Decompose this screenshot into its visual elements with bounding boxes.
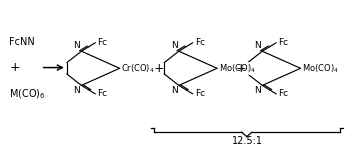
Text: Fc: Fc: [278, 38, 288, 47]
Text: N: N: [73, 42, 80, 51]
Text: N: N: [73, 86, 80, 95]
Text: Fc: Fc: [278, 89, 288, 98]
Text: Fc: Fc: [195, 38, 205, 47]
Text: N: N: [171, 86, 177, 95]
Text: N: N: [254, 42, 261, 51]
Text: 12.5:1: 12.5:1: [232, 136, 263, 146]
Text: Cr(CO)$_4$: Cr(CO)$_4$: [121, 62, 155, 75]
Text: Fc: Fc: [97, 89, 107, 98]
Text: Mo(CO)$_4$: Mo(CO)$_4$: [302, 62, 339, 75]
Text: +: +: [154, 62, 164, 75]
Text: +: +: [9, 61, 20, 74]
Text: FcNN: FcNN: [9, 37, 35, 47]
Text: Fc: Fc: [97, 38, 107, 47]
Text: Fc: Fc: [195, 89, 205, 98]
Text: N: N: [254, 86, 261, 95]
Text: +: +: [236, 62, 247, 75]
Text: N: N: [171, 42, 177, 51]
Text: Mo(CO)$_4$: Mo(CO)$_4$: [219, 62, 256, 75]
Text: M(CO)$_6$: M(CO)$_6$: [9, 87, 46, 101]
